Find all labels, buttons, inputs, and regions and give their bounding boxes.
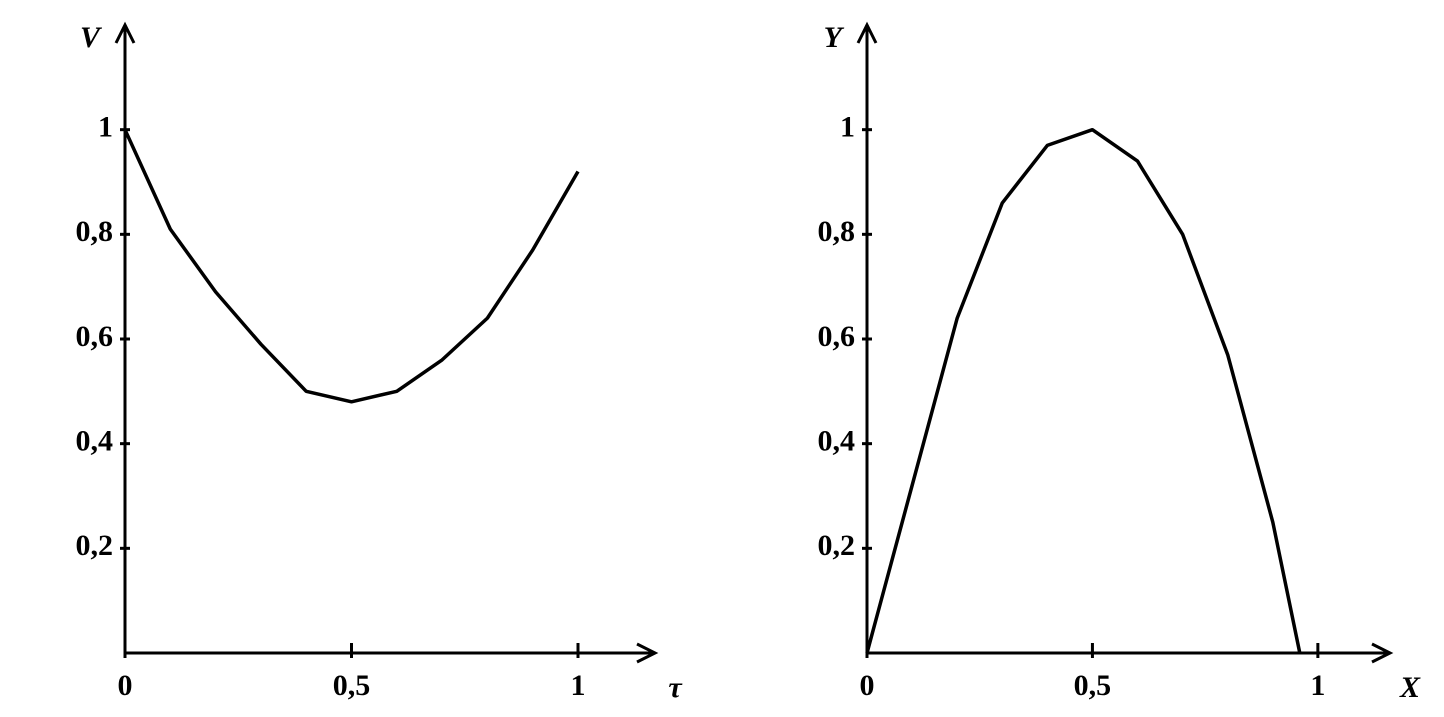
y-tick-label: 0,6: [818, 320, 856, 353]
y-tick-label: 0,8: [818, 215, 856, 248]
y-tick-label: 0,2: [76, 529, 114, 562]
x-axis-label: τ: [668, 671, 683, 704]
y-arrow: [856, 21, 878, 44]
y-tick-label: 0,8: [76, 215, 114, 248]
y-tick-label: 0,6: [76, 320, 114, 353]
x-arrow: [636, 642, 659, 664]
x-tick-label: 0,5: [333, 669, 371, 702]
y-tick-label: 0,2: [818, 529, 856, 562]
y-axis-label: Y: [824, 21, 845, 54]
x-arrow: [1371, 642, 1394, 664]
y-tick-label: 0,4: [818, 425, 856, 458]
y-axis-label: V: [80, 21, 103, 54]
x-tick-label: 0: [118, 669, 133, 702]
x-tick-label: 1: [570, 669, 585, 702]
x-tick-label: 0: [860, 669, 875, 702]
y-tick-label: 1: [98, 111, 113, 144]
x-axis-label: X: [1399, 671, 1421, 704]
curve: [123, 128, 580, 404]
y-tick-label: 1: [840, 111, 855, 144]
curve: [865, 127, 1302, 654]
y-tick-label: 0,4: [76, 425, 114, 458]
y-arrow: [114, 21, 136, 44]
x-tick-label: 1: [1310, 669, 1325, 702]
x-tick-label: 0,5: [1074, 669, 1112, 702]
